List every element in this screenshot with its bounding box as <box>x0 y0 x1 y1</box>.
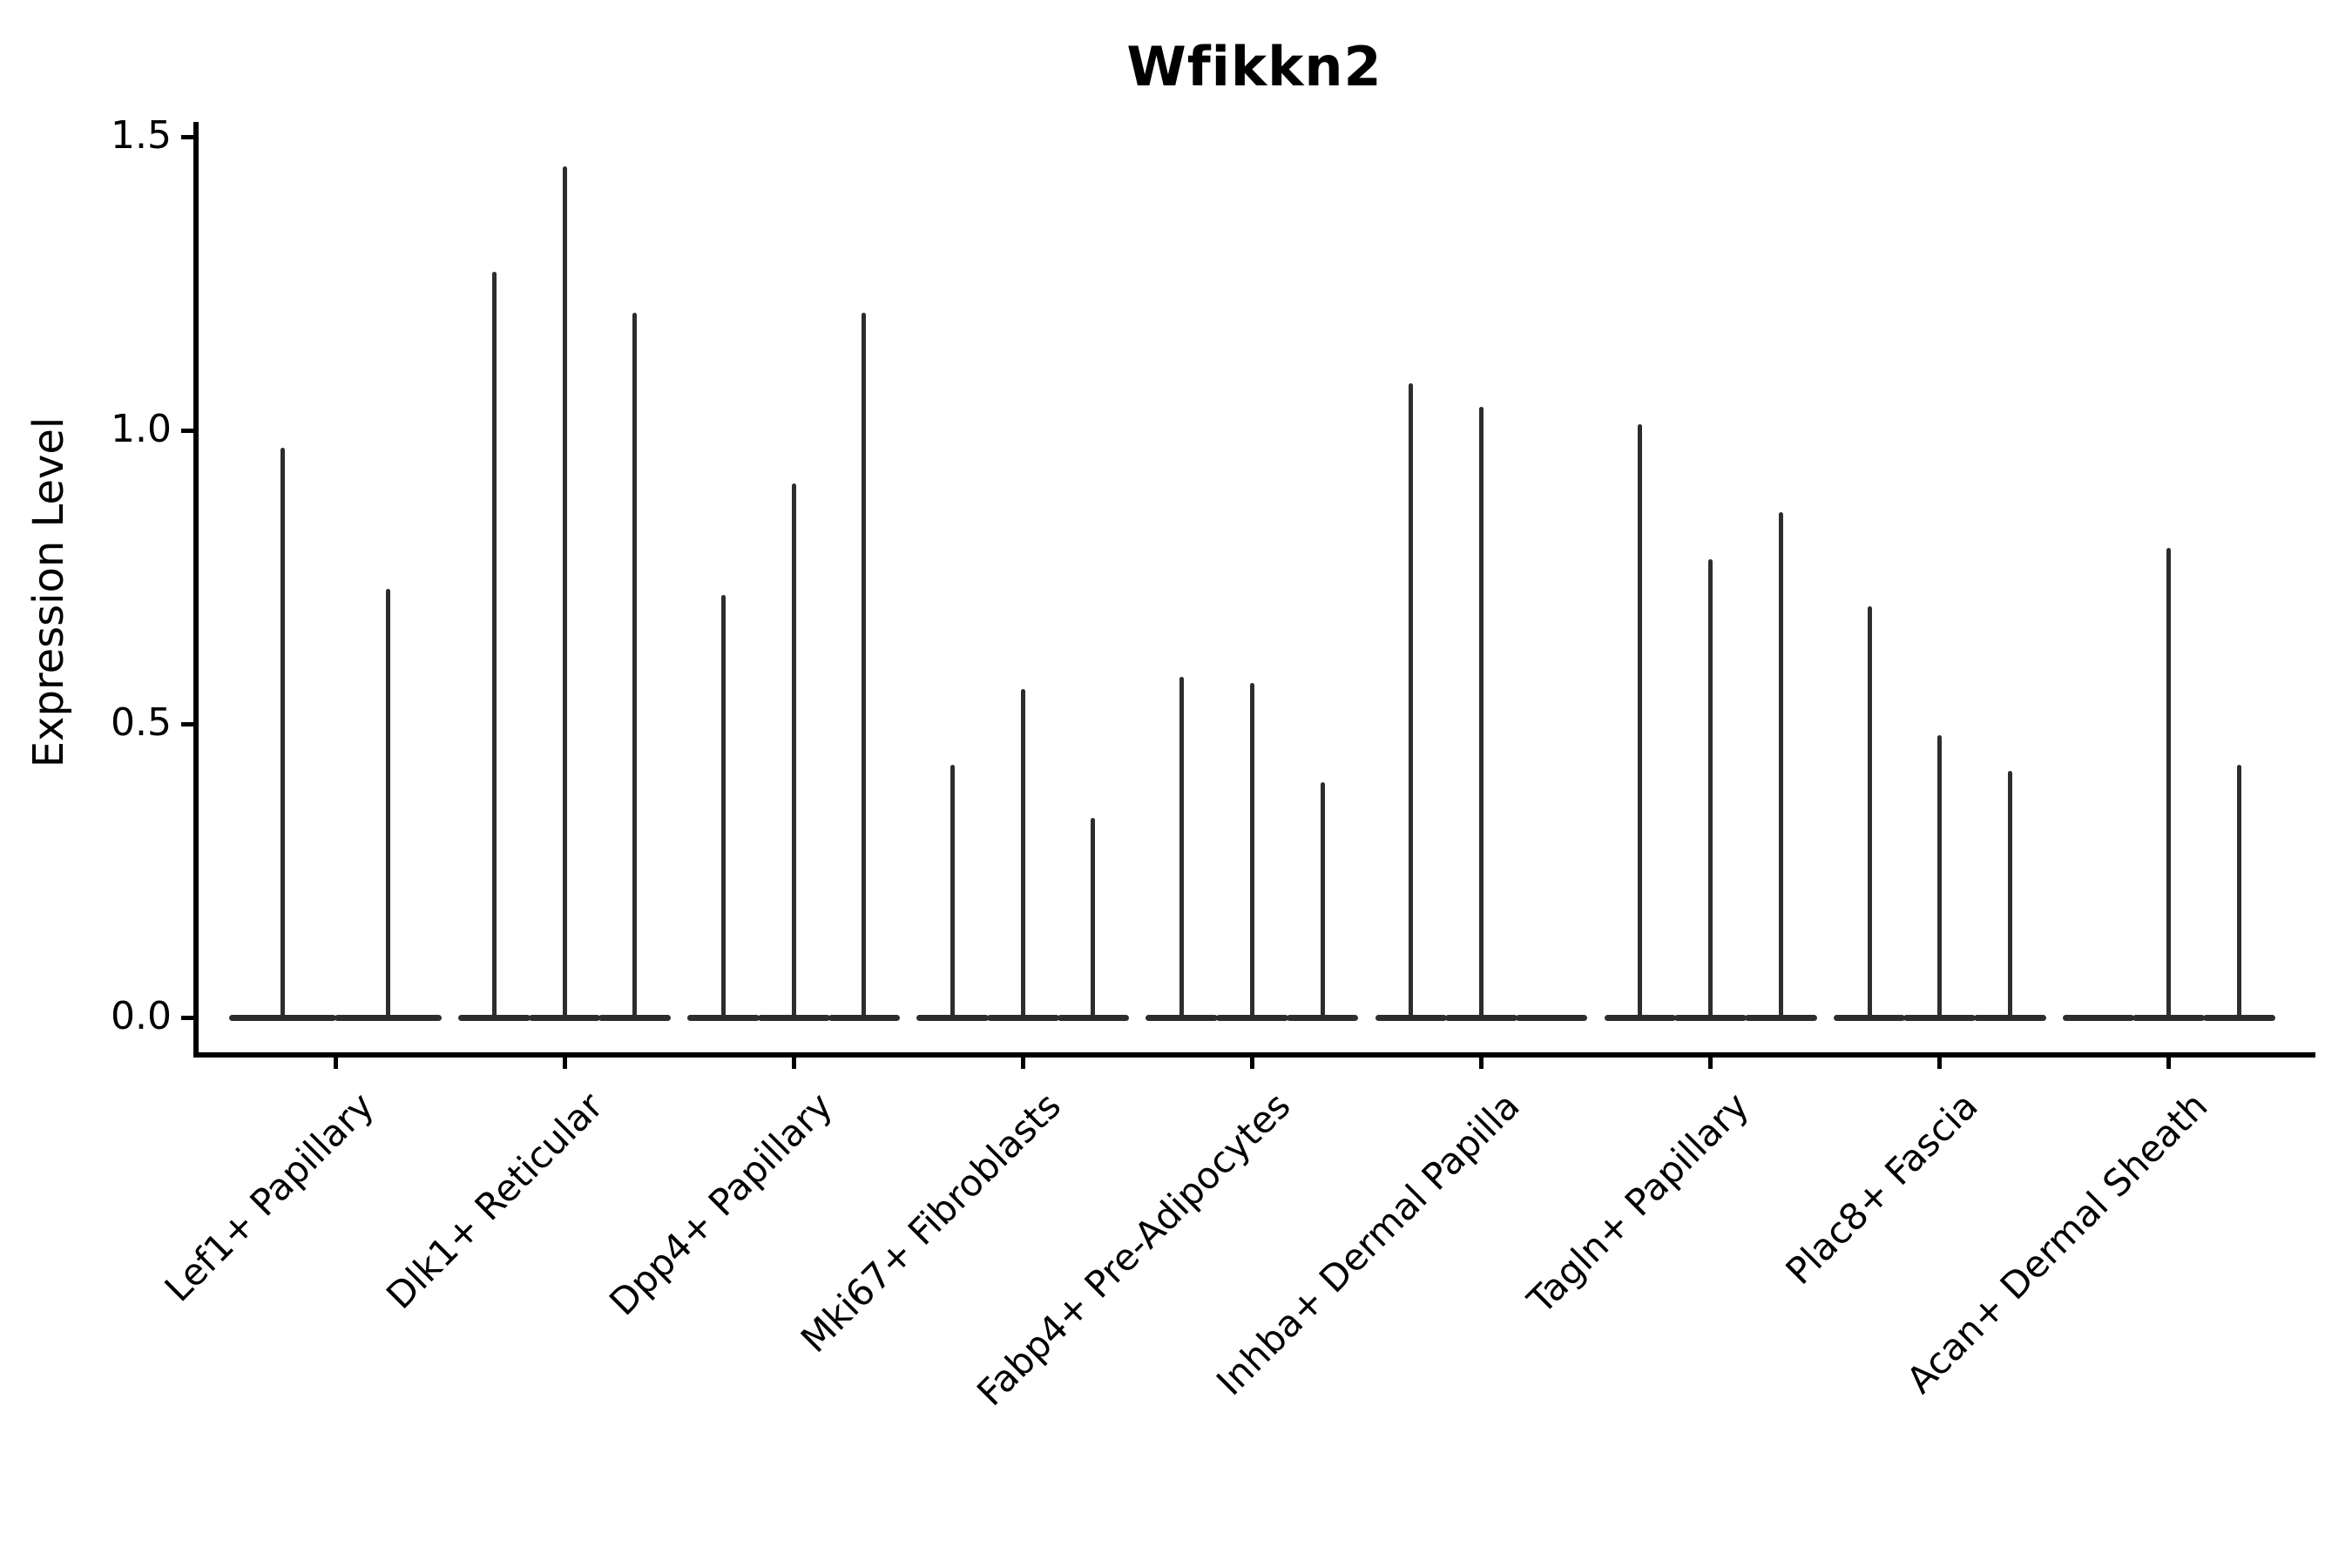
violin-base <box>687 1014 760 1021</box>
chart-title: Wfikkn2 <box>1126 35 1382 98</box>
y-axis-spine <box>193 122 199 1058</box>
violin-spike <box>1867 606 1872 1017</box>
violin-spike <box>1179 677 1185 1017</box>
y-tick-label: 0.5 <box>111 700 172 745</box>
violin-spike <box>1708 559 1713 1017</box>
violin-spike <box>1091 817 1096 1017</box>
violin-base <box>1375 1014 1448 1021</box>
x-tick-mark <box>1708 1054 1713 1069</box>
violin-spike <box>1479 407 1484 1017</box>
violin-spike <box>2007 770 2012 1017</box>
violin-base <box>1604 1014 1677 1021</box>
violin-spike <box>1249 682 1254 1017</box>
violin-spike <box>1638 424 1643 1017</box>
violin-spike <box>491 272 497 1017</box>
x-tick-mark <box>1479 1054 1484 1069</box>
y-tick-mark <box>181 428 196 433</box>
violin-spike <box>562 166 567 1017</box>
violin-base <box>1515 1014 1588 1021</box>
x-tick-mark <box>562 1054 567 1069</box>
violin-spike <box>791 483 796 1017</box>
x-tick-mark <box>1020 1054 1025 1069</box>
x-tick-mark <box>1249 1054 1254 1069</box>
x-tick-mark <box>333 1054 338 1069</box>
violin-base <box>2062 1014 2135 1021</box>
y-tick-label: 1.0 <box>111 407 172 451</box>
x-tick-label: Dpp4+ Papillary <box>600 1084 841 1324</box>
violin-spike <box>862 313 867 1017</box>
violin-spike <box>632 313 638 1017</box>
violin-base <box>1674 1014 1747 1021</box>
violin-base <box>1057 1014 1130 1021</box>
violin-spike <box>386 588 390 1017</box>
x-tick-label: Plac8+ Fascia <box>1777 1084 1986 1293</box>
x-tick-label: Mki67+ Fibroblasts <box>793 1084 1070 1362</box>
violin-base <box>335 1014 442 1021</box>
violin-base <box>458 1014 531 1021</box>
y-axis-label: Expression Level <box>24 416 73 768</box>
violin-spike <box>721 594 727 1017</box>
violin-base <box>1216 1014 1288 1021</box>
violin-spike <box>1937 735 1943 1017</box>
violin-base <box>1744 1014 1817 1021</box>
x-tick-mark <box>1937 1054 1943 1069</box>
y-tick-mark <box>181 134 196 139</box>
x-tick-label: Tagln+ Papillary <box>1519 1084 1757 1322</box>
x-tick-mark <box>2166 1054 2172 1069</box>
violin-base <box>1146 1014 1219 1021</box>
x-axis-spine <box>193 1052 2315 1058</box>
y-tick-label: 1.5 <box>111 113 172 158</box>
violin-base <box>1903 1014 1977 1021</box>
violin-base <box>1974 1014 2046 1021</box>
violin-base <box>1286 1014 1359 1021</box>
violin-spike <box>2166 547 2172 1017</box>
x-tick-mark <box>791 1054 796 1069</box>
violin-base <box>229 1014 336 1021</box>
violin-base <box>828 1014 901 1021</box>
y-tick-mark <box>181 1015 196 1020</box>
violin-base <box>2203 1014 2275 1021</box>
violin-base <box>1833 1014 1906 1021</box>
violin-base <box>2132 1014 2206 1021</box>
violin-base <box>757 1014 830 1021</box>
violin-spike <box>1020 688 1025 1017</box>
violin-spike <box>280 448 285 1017</box>
violin-spike <box>950 765 956 1017</box>
violin-base <box>986 1014 1059 1021</box>
x-tick-label: Dlk1+ Reticular <box>377 1084 612 1318</box>
violin-base <box>598 1014 672 1021</box>
violin-spike <box>1778 512 1783 1017</box>
violin-spike <box>1409 383 1414 1017</box>
y-tick-mark <box>181 721 196 727</box>
y-tick-label: 0.0 <box>111 994 172 1038</box>
violin-base <box>916 1014 989 1021</box>
violin-base <box>528 1014 601 1021</box>
x-tick-label: Lef1+ Papillary <box>156 1084 382 1310</box>
violin-spike <box>2236 765 2241 1017</box>
violin-base <box>1445 1014 1517 1021</box>
violin-spike <box>1320 782 1325 1017</box>
